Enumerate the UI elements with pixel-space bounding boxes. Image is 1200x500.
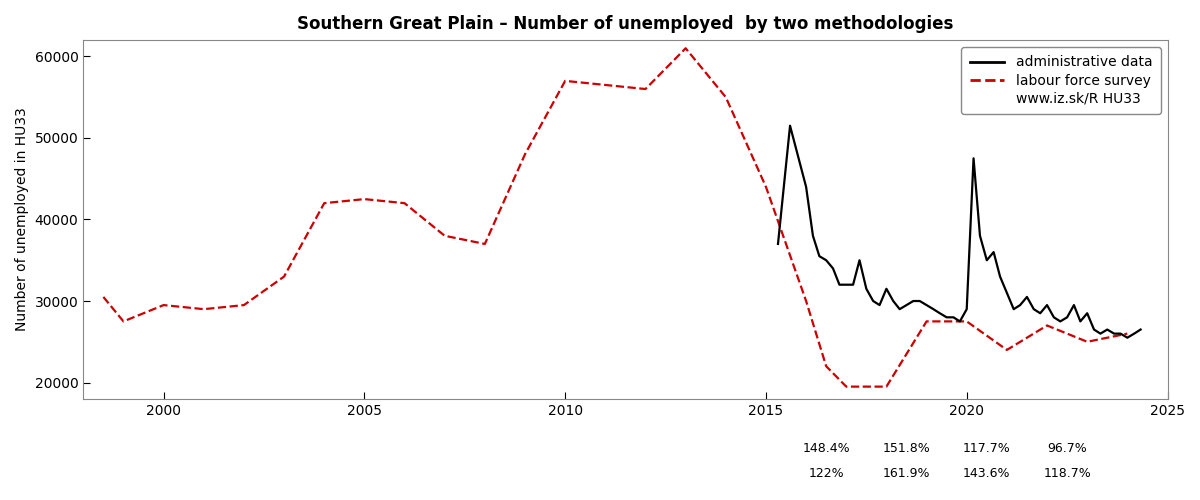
Text: 148.4%: 148.4%	[803, 442, 850, 455]
Text: 117.7%: 117.7%	[962, 442, 1010, 455]
Y-axis label: Number of unemployed in HU33: Number of unemployed in HU33	[16, 108, 29, 332]
Text: 122%: 122%	[809, 467, 844, 480]
Text: 118.7%: 118.7%	[1043, 467, 1091, 480]
Text: 96.7%: 96.7%	[1048, 442, 1087, 455]
Text: 161.9%: 161.9%	[883, 467, 930, 480]
Legend: administrative data, labour force survey, www.iz.sk/R HU33: administrative data, labour force survey…	[961, 47, 1160, 114]
Title: Southern Great Plain – Number of unemployed  by two methodologies: Southern Great Plain – Number of unemplo…	[298, 15, 954, 33]
Text: 151.8%: 151.8%	[883, 442, 930, 455]
Text: 143.6%: 143.6%	[964, 467, 1010, 480]
